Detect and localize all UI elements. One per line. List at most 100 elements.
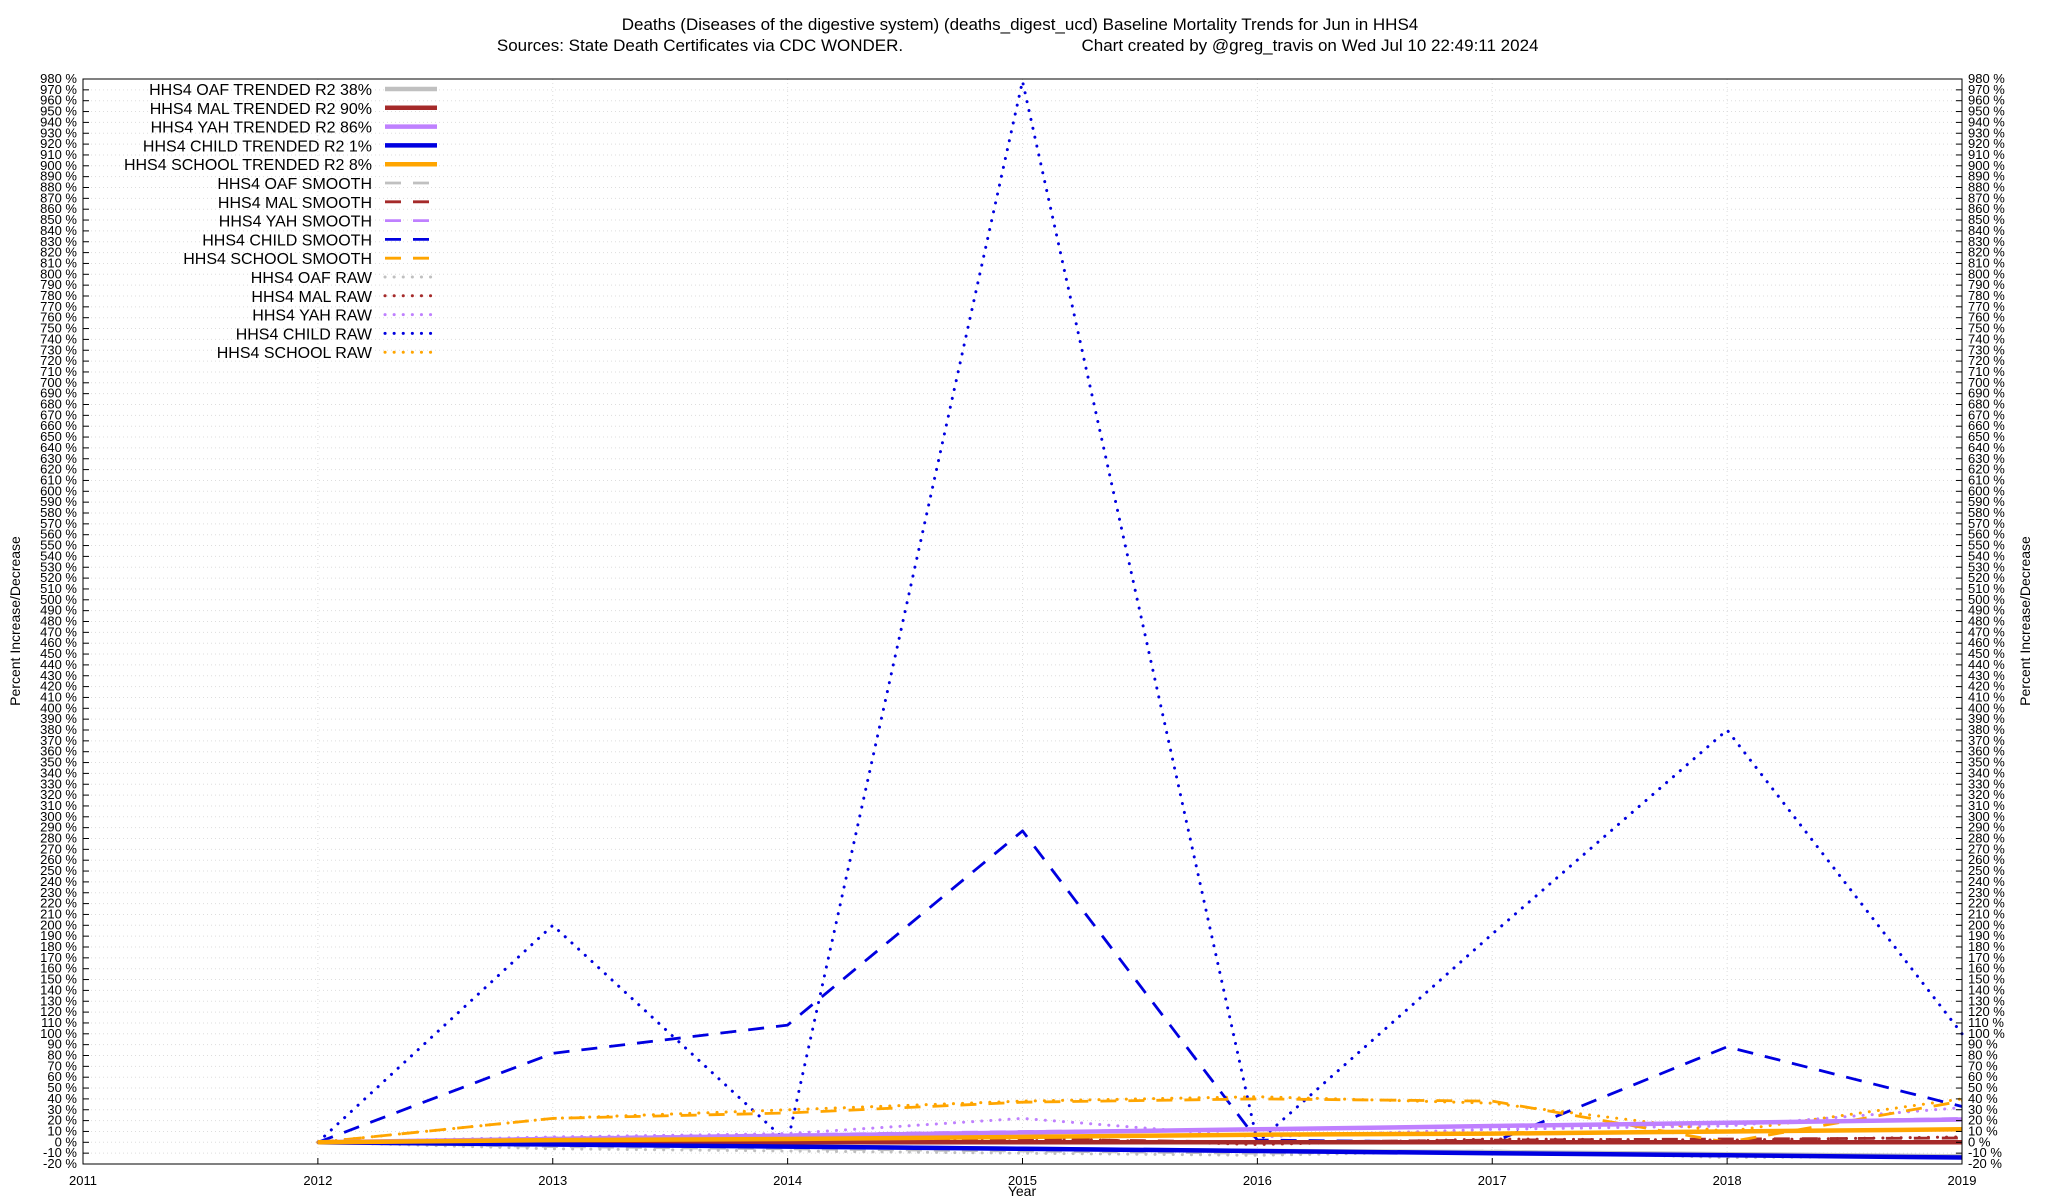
y-tick-label: 550 % [40,538,77,553]
y-tick-label: 870 % [1968,190,2005,205]
y-tick-label: 780 % [1968,288,2005,303]
y-tick-label: 410 % [1968,689,2005,704]
y-tick-label: 130 % [1968,993,2005,1008]
series-line [316,1140,1964,1159]
y-tick-label: 340 % [40,765,77,780]
y-tick-label: 640 % [40,440,77,455]
y-tick-label: 450 % [1968,646,2005,661]
y-tick-label: 700 % [1968,375,2005,390]
y-tick-label: 410 % [40,689,77,704]
y-tick-label: 570 % [40,516,77,531]
chart-title-line1: Deaths (Diseases of the digestive system… [622,15,1419,34]
y-tick-label: 0 % [55,1134,78,1149]
y-tick-label: 920 % [1968,136,2005,151]
y-tick-label: 260 % [40,852,77,867]
y-tick-label: 840 % [1968,223,2005,238]
y-tick-label: 650 % [1968,429,2005,444]
y-tick-label: 280 % [1968,831,2005,846]
y-axis-label-right: Percent Increase/Decrease [2017,536,2033,706]
y-tick-label: 780 % [40,288,77,303]
y-tick-label: 370 % [1968,733,2005,748]
y-tick-label: 880 % [40,180,77,195]
y-tick-label: 30 % [47,1102,77,1117]
chart-title-line2-right: Chart created by @greg_travis on Wed Jul… [1081,36,1538,55]
y-tick-label: 850 % [1968,212,2005,227]
y-tick-label: 590 % [1968,494,2005,509]
y-tick-label: 100 % [1968,1026,2005,1041]
x-tick-label: 2014 [773,1173,802,1188]
y-tick-label: 230 % [40,885,77,900]
y-tick-label: 580 % [40,505,77,520]
y-tick-label: 660 % [1968,418,2005,433]
y-tick-label: 440 % [1968,657,2005,672]
y-tick-label: 240 % [1968,874,2005,889]
y-tick-label: 720 % [1968,353,2005,368]
legend-entry-label: HHS4 OAF TRENDED R2 38% [149,82,372,99]
y-tick-label: 970 % [40,82,77,97]
y-tick-label: 430 % [1968,668,2005,683]
y-tick-label: 460 % [40,635,77,650]
legend: HHS4 OAF TRENDED R2 38% HHS4 MAL TRENDED … [124,82,439,362]
y-tick-label: 490 % [1968,603,2005,618]
x-tick-label: 2017 [1478,1173,1507,1188]
y-tick-label: 670 % [1968,407,2005,422]
y-tick-label: 380 % [40,722,77,737]
y-tick-label: 240 % [40,874,77,889]
y-tick-label: 150 % [40,972,77,987]
y-tick-label: 430 % [40,668,77,683]
y-tick-label: 700 % [40,375,77,390]
legend-entry-label: HHS4 MAL RAW [251,289,373,306]
y-tick-label: 810 % [40,255,77,270]
y-tick-label: 800 % [1968,266,2005,281]
y-tick-label: 970 % [1968,82,2005,97]
legend-entry-label: HHS4 MAL SMOOTH [218,195,372,212]
y-tick-label: 330 % [40,776,77,791]
series-line [317,1097,1963,1144]
y-tick-label: 70 % [1968,1058,1998,1073]
y-tick-label: 210 % [1968,906,2005,921]
y-tick-label: 630 % [1968,451,2005,466]
y-tick-label: 830 % [1968,234,2005,249]
y-tick-label: 50 % [1968,1080,1998,1095]
y-tick-label: 740 % [1968,331,2005,346]
y-tick-label: 760 % [40,310,77,325]
y-tick-label: 540 % [40,548,77,563]
y-tick-label: 450 % [40,646,77,661]
y-tick-label: 400 % [40,700,77,715]
y-tick-label: 200 % [40,917,77,932]
y-tick-label: 620 % [40,462,77,477]
y-tick-label: 60 % [1968,1069,1998,1084]
y-tick-label: 280 % [40,831,77,846]
y-tick-label: 20 % [47,1113,77,1128]
y-tick-label: 890 % [1968,169,2005,184]
series-line [317,829,1963,1144]
y-tick-label: 830 % [40,234,77,249]
y-tick-label: 560 % [40,527,77,542]
y-tick-label: 730 % [1968,342,2005,357]
y-tick-label: 710 % [1968,364,2005,379]
y-tick-label: 300 % [1968,809,2005,824]
y-tick-label: 610 % [1968,472,2005,487]
chart-title-line2-left: Sources: State Death Certificates via CD… [497,36,903,55]
y-tick-label: 790 % [40,277,77,292]
y-tick-label: 160 % [1968,961,2005,976]
y-tick-label: 190 % [1968,928,2005,943]
y-tick-label: 880 % [1968,180,2005,195]
y-tick-label: 310 % [40,798,77,813]
y-tick-label: -20 % [43,1156,77,1171]
y-tick-label: 910 % [1968,147,2005,162]
y-tick-label: -10 % [43,1145,77,1160]
y-tick-label: 420 % [1968,679,2005,694]
y-tick-label: 80 % [1968,1048,1998,1063]
x-axis-label: Year [1008,1183,1037,1199]
y-tick-label: 470 % [40,624,77,639]
legend-entry-label: HHS4 YAH SMOOTH [219,214,372,231]
y-tick-label: 750 % [40,321,77,336]
y-tick-label: 180 % [1968,939,2005,954]
legend-entry-label: HHS4 CHILD SMOOTH [202,232,372,249]
y-tick-label: 310 % [1968,798,2005,813]
y-ticks-right: -20 %-10 %0 %10 %20 %30 %40 %50 %60 %70 … [1956,71,2005,1171]
y-tick-label: 690 % [1968,386,2005,401]
y-tick-label: 460 % [1968,635,2005,650]
